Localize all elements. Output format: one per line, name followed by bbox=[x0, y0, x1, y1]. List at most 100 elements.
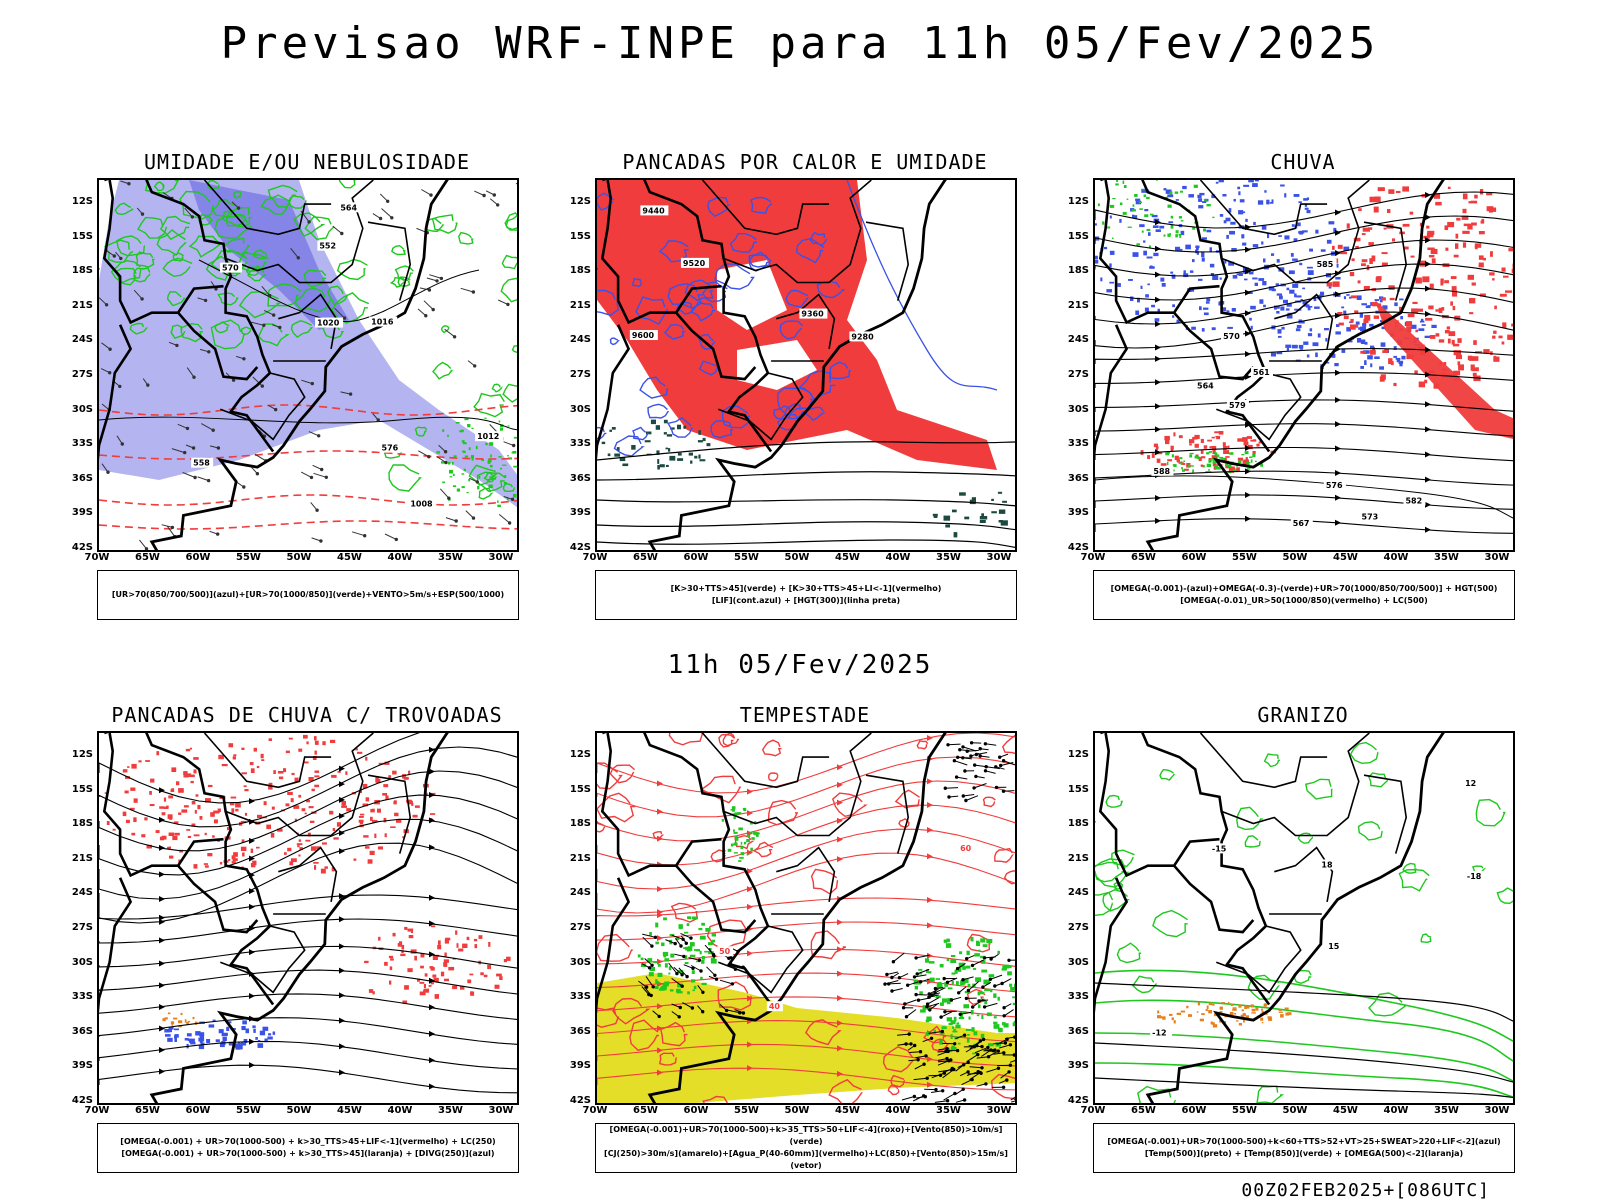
panel-title: PANCADAS DE CHUVA C/ TROVOADAS bbox=[97, 703, 517, 727]
svg-text:573: 573 bbox=[1362, 513, 1379, 522]
longitude-label: 70W bbox=[1078, 1105, 1108, 1116]
temp500-15 bbox=[1095, 1043, 1515, 1083]
border-line bbox=[676, 866, 755, 932]
legend-line: [LIF](cont.azul) + [HGT(300)](linha pret… bbox=[596, 595, 1016, 607]
border-line bbox=[178, 866, 257, 932]
latitude-label: 39S bbox=[59, 1060, 93, 1071]
longitude-label: 70W bbox=[580, 552, 610, 563]
longitude-label: 40W bbox=[385, 552, 415, 563]
svg-text:60: 60 bbox=[960, 844, 972, 853]
longitude-label: 35W bbox=[436, 1105, 466, 1116]
latitude-label: 15S bbox=[557, 784, 591, 795]
border-line bbox=[220, 926, 304, 992]
border-line bbox=[1095, 878, 1127, 1105]
latitude-label: 33S bbox=[1055, 991, 1089, 1002]
latitude-label: 15S bbox=[1055, 784, 1089, 795]
latitude-label: 39S bbox=[1055, 1060, 1089, 1071]
latitude-label: 12S bbox=[59, 749, 93, 760]
panel-title: GRANIZO bbox=[1093, 703, 1513, 727]
latitude-label: 18S bbox=[1055, 265, 1089, 276]
svg-text:585: 585 bbox=[1317, 260, 1334, 269]
longitude-label: 30W bbox=[984, 1105, 1014, 1116]
longitude-label: 65W bbox=[1129, 552, 1159, 563]
latitude-label: 12S bbox=[1055, 196, 1089, 207]
legend-line: [OMEGA(-0.001)+UR>70(1000-500)+k<60+TTS>… bbox=[1094, 1136, 1514, 1148]
latitude-label: 21S bbox=[557, 853, 591, 864]
latitude-label: 30S bbox=[59, 404, 93, 415]
longitude-label: 40W bbox=[883, 552, 913, 563]
latitude-label: 12S bbox=[1055, 749, 1089, 760]
longitude-label: 60W bbox=[183, 1105, 213, 1116]
latitude-label: 30S bbox=[557, 957, 591, 968]
latitude-label: 27S bbox=[59, 922, 93, 933]
longitude-label: 50W bbox=[782, 552, 812, 563]
latitude-label: 36S bbox=[557, 473, 591, 484]
panel-legend: [OMEGA(-0.001)+UR>70(1000-500)+k>35_TTS>… bbox=[595, 1123, 1017, 1173]
longitude-label: 30W bbox=[984, 552, 1014, 563]
hgt300-9520 bbox=[597, 472, 1017, 480]
latitude-label: 36S bbox=[59, 1026, 93, 1037]
latitude-label: 21S bbox=[1055, 853, 1089, 864]
svg-text:12: 12 bbox=[1465, 779, 1476, 788]
svg-text:567: 567 bbox=[1293, 519, 1310, 528]
longitude-label: 35W bbox=[436, 552, 466, 563]
border-line bbox=[1174, 866, 1253, 932]
svg-text:582: 582 bbox=[1405, 496, 1422, 505]
longitude-label: 65W bbox=[133, 552, 163, 563]
svg-text:50: 50 bbox=[719, 947, 731, 956]
border-line bbox=[226, 733, 374, 836]
latitude-label: 33S bbox=[1055, 438, 1089, 449]
latitude-label: 15S bbox=[59, 231, 93, 242]
longitude-label: 55W bbox=[234, 552, 264, 563]
longitude-label: 45W bbox=[335, 1105, 365, 1116]
thunderstorm-orange bbox=[163, 1013, 198, 1028]
longitude-label: 35W bbox=[934, 552, 964, 563]
longitude-label: 55W bbox=[1230, 1105, 1260, 1116]
panel-legend: [UR>70(850/700/500)](azul)+[UR>70(1000/8… bbox=[97, 570, 519, 620]
latitude-label: 33S bbox=[557, 438, 591, 449]
latitude-label: 27S bbox=[557, 369, 591, 380]
latitude-label: 33S bbox=[557, 991, 591, 1002]
svg-text:15: 15 bbox=[1328, 942, 1340, 951]
k-tts-area-green-east bbox=[933, 492, 1008, 538]
panel-legend: [OMEGA(-0.001)+UR>70(1000-500)+k<60+TTS>… bbox=[1093, 1123, 1515, 1173]
latitude-label: 30S bbox=[1055, 957, 1089, 968]
panel-title: PANCADAS POR CALOR E UMIDADE bbox=[595, 150, 1015, 174]
latitude-label: 15S bbox=[557, 231, 591, 242]
longitude-label: 45W bbox=[335, 552, 365, 563]
longitude-label: 35W bbox=[1432, 1105, 1462, 1116]
latitude-label: 21S bbox=[1055, 300, 1089, 311]
latitude-label: 18S bbox=[1055, 818, 1089, 829]
border-line bbox=[1222, 733, 1370, 836]
border-line bbox=[368, 775, 410, 853]
border-line bbox=[1100, 180, 1269, 452]
hgt300-9360 bbox=[597, 522, 1017, 530]
svg-text:9440: 9440 bbox=[642, 206, 665, 215]
border-line bbox=[99, 878, 131, 1105]
map-graphic bbox=[99, 733, 519, 1105]
latitude-label: 18S bbox=[59, 818, 93, 829]
latitude-label: 36S bbox=[1055, 473, 1089, 484]
latitude-label: 39S bbox=[1055, 507, 1089, 518]
svg-text:579: 579 bbox=[1229, 401, 1246, 410]
longitude-label: 40W bbox=[1381, 1105, 1411, 1116]
latitude-label: 18S bbox=[557, 818, 591, 829]
thickness-558 bbox=[99, 495, 519, 505]
longitude-label: 65W bbox=[1129, 1105, 1159, 1116]
latitude-label: 36S bbox=[1055, 1026, 1089, 1037]
longitude-label: 60W bbox=[681, 552, 711, 563]
latitude-label: 12S bbox=[59, 196, 93, 207]
panel-title: UMIDADE E/OU NEBULOSIDADE bbox=[97, 150, 517, 174]
latitude-label: 27S bbox=[1055, 922, 1089, 933]
coastline bbox=[152, 733, 469, 1105]
svg-text:1012: 1012 bbox=[477, 432, 499, 441]
panel-title: CHUVA bbox=[1093, 150, 1513, 174]
latitude-label: 27S bbox=[557, 922, 591, 933]
